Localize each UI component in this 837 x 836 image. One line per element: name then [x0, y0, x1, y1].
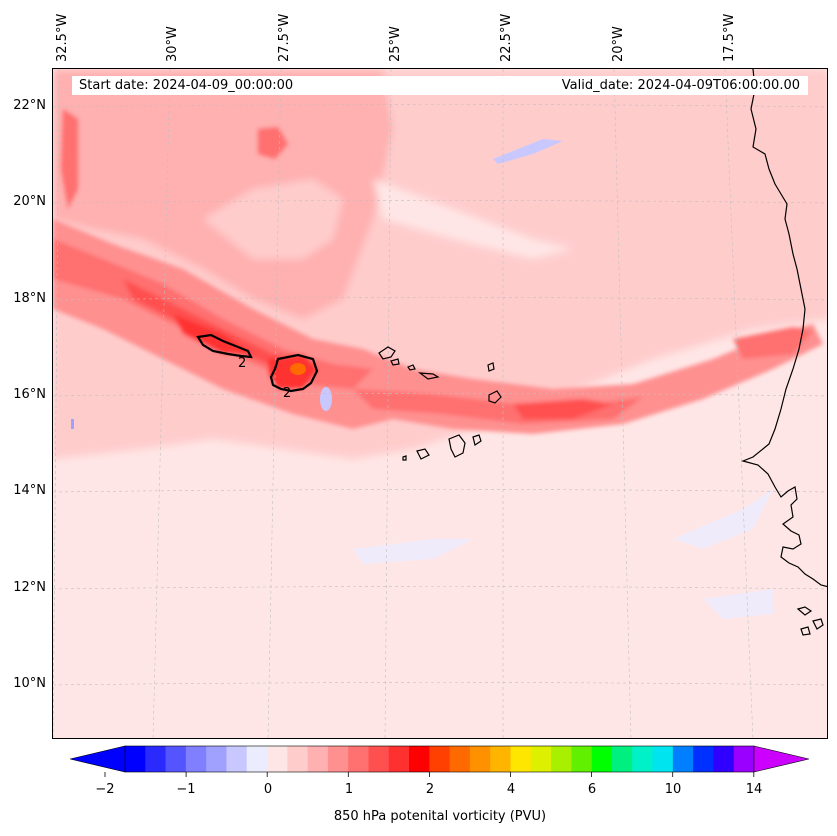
colorbar-cell: [409, 746, 430, 772]
colorbar-cell: [551, 746, 572, 772]
colorbar-cell: [632, 746, 654, 772]
colorbar-tick-4: 4: [506, 782, 516, 797]
lon-label-32-5w: 32.5°W: [55, 13, 70, 62]
colorbar-cell: [307, 746, 329, 772]
colorbar-cell: [490, 746, 512, 772]
colorbar-cell: [652, 746, 674, 772]
pv-negative-patches: [71, 139, 773, 619]
contour-label-west: 2: [238, 356, 246, 371]
colorbar-cell: [348, 746, 370, 772]
colorbar-cell: [693, 746, 715, 772]
colorbar-cell: [510, 746, 532, 772]
colorbar: [70, 745, 810, 777]
lat-label-12n: 12°N: [13, 580, 46, 595]
colorbar-tick-1: 1: [344, 782, 354, 797]
colorbar-tick-0: 0: [263, 782, 273, 797]
colorbar-tick-14: 14: [745, 782, 763, 797]
lat-label-22n: 22°N: [13, 98, 46, 113]
date-info-bar: [72, 76, 808, 95]
colorbar-extend-low: [70, 745, 126, 773]
lat-label-20n: 20°N: [13, 194, 46, 209]
graticule: [53, 69, 827, 738]
colorbar-cell: [327, 746, 349, 772]
start-date-text: Start date: 2024-04-09_00:00:00: [79, 78, 294, 93]
lat-label-18n: 18°N: [13, 291, 46, 306]
lon-label-17-5w: 17.5°W: [722, 13, 737, 62]
map-panel: 2 2: [52, 68, 828, 739]
colorbar-cell: [267, 746, 288, 772]
colorbar-cell: [246, 746, 268, 772]
colorbar-cell: [611, 746, 633, 772]
lon-label-25w: 25°W: [388, 26, 403, 62]
colorbar-cell: [530, 746, 552, 772]
colorbar-cell: [571, 746, 593, 772]
pv-core-max: [290, 363, 306, 375]
lon-label-27-5w: 27.5°W: [277, 13, 292, 62]
potential-vorticity-field: 2 2: [53, 69, 827, 738]
colorbar-tick-10: 10: [664, 782, 682, 797]
colorbar-cell: [591, 746, 613, 772]
colorbar-tick-neg2: −2: [95, 782, 115, 797]
colorbar-label: 850 hPa potenital vorticity (PVU): [333, 809, 547, 824]
colorbar-cell: [226, 746, 248, 772]
lon-label-30w: 30°W: [165, 26, 180, 62]
colorbar-cell: [449, 746, 471, 772]
colorbar-cell: [206, 746, 228, 772]
lat-label-16n: 16°N: [13, 387, 46, 402]
colorbar-cell: [368, 746, 390, 772]
colorbar-cell: [713, 746, 735, 772]
pv-band-main: [53, 109, 823, 434]
colorbar-cell: [125, 746, 146, 772]
lat-label-10n: 10°N: [13, 676, 46, 691]
colorbar-tick-neg1: −1: [176, 782, 196, 797]
colorbar-tick-6: 6: [587, 782, 597, 797]
colorbar-cell: [733, 746, 755, 772]
colorbar-cell: [672, 746, 694, 772]
coastline-africa: [741, 69, 827, 636]
lon-label-20w: 20°W: [611, 26, 626, 62]
colorbar-cell: [469, 746, 491, 772]
colorbar-cell: [287, 746, 309, 772]
colorbar-cell: [429, 746, 451, 772]
contour-label-east: 2: [283, 386, 291, 401]
colorbar-tick-2: 2: [425, 782, 435, 797]
valid-date-text: Valid_date: 2024-04-09T06:00:00.00: [561, 78, 800, 93]
colorbar-cell: [388, 746, 410, 772]
colorbar-cell: [165, 746, 187, 772]
lon-label-22-5w: 22.5°W: [499, 13, 514, 62]
pv-contours: [196, 333, 319, 393]
colorbar-cell: [185, 746, 207, 772]
colorbar-cell: [145, 746, 167, 772]
colorbar-extend-high: [753, 745, 810, 773]
coastline-islands: [378, 346, 502, 461]
lat-label-14n: 14°N: [13, 483, 46, 498]
